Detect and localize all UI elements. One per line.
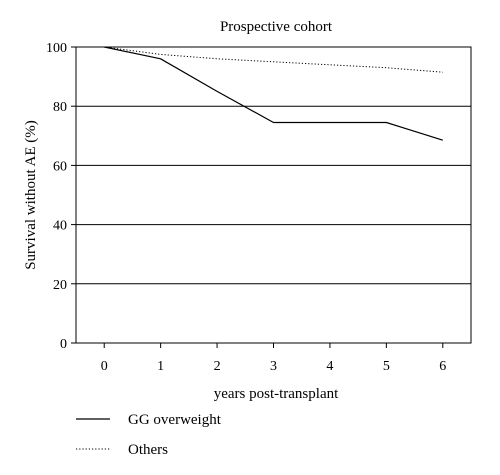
legend-label-others: Others	[128, 442, 168, 458]
gridlines	[76, 105, 471, 285]
x-tick-label-3: 3	[270, 359, 277, 374]
legend: GG overweight Others	[76, 412, 222, 458]
y-tick-label-100: 100	[46, 41, 67, 56]
x-tick-label-6: 6	[439, 359, 446, 374]
chart-title: Prospective cohort	[220, 19, 333, 35]
y-tick-label-60: 60	[53, 159, 67, 174]
series-lines	[104, 46, 443, 141]
plot-frame	[75, 46, 472, 344]
x-tick-label-0: 0	[101, 359, 108, 374]
x-tick-label-2: 2	[214, 359, 221, 374]
x-tick-label-1: 1	[157, 359, 164, 374]
x-tick-label-4: 4	[326, 359, 333, 374]
y-tick-label-20: 20	[53, 278, 67, 293]
y-tick-label-40: 40	[53, 219, 67, 234]
x-axis-label: years post-transplant	[214, 386, 339, 402]
series-line-others	[104, 46, 443, 73]
x-axis-ticks: 0 1 2 3 4 5 6	[101, 343, 446, 374]
legend-label-gg-overweight: GG overweight	[128, 412, 222, 428]
y-tick-label-0: 0	[60, 337, 67, 352]
y-tick-label-80: 80	[53, 100, 67, 115]
y-axis-ticks: 0 20 40 60 80 100	[46, 41, 76, 352]
x-tick-label-5: 5	[383, 359, 390, 374]
y-axis-label: Survival without AE (%)	[23, 120, 39, 270]
series-line-gg-overweight	[104, 46, 443, 141]
